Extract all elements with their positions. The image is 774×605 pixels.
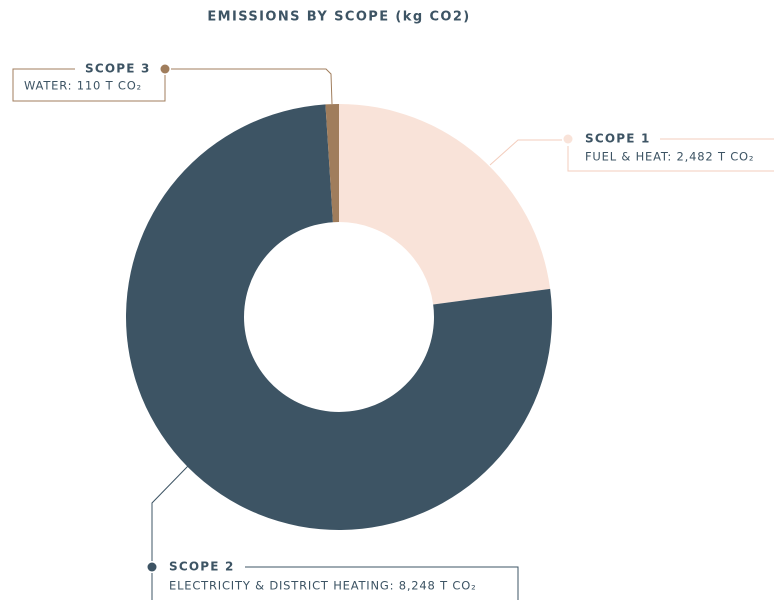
callout-dot [147, 562, 157, 572]
data-label: ELECTRICITY & DISTRICT HEATING: 8,248 T … [169, 579, 477, 593]
callout-line [151, 465, 189, 561]
callout-line [12, 68, 166, 102]
donut-slice [339, 104, 551, 305]
data-label: FUEL & HEAT: 2,482 T CO₂ [585, 150, 754, 164]
legend-label: SCOPE 2 [169, 560, 235, 574]
callout-line [171, 68, 333, 105]
callout-line [489, 139, 562, 166]
callout-dot [563, 134, 573, 144]
chart-title: EMISSIONS BY SCOPE (kg CO2) [207, 10, 470, 25]
callout-dot [160, 64, 170, 74]
donut-slice [126, 104, 553, 530]
donut-slice [325, 104, 339, 223]
data-label: WATER: 110 T CO₂ [24, 79, 142, 93]
legend-label: SCOPE 1 [585, 132, 651, 146]
callout-line [245, 566, 519, 600]
callout-line [567, 146, 774, 172]
legend-label: SCOPE 3 [85, 62, 151, 76]
